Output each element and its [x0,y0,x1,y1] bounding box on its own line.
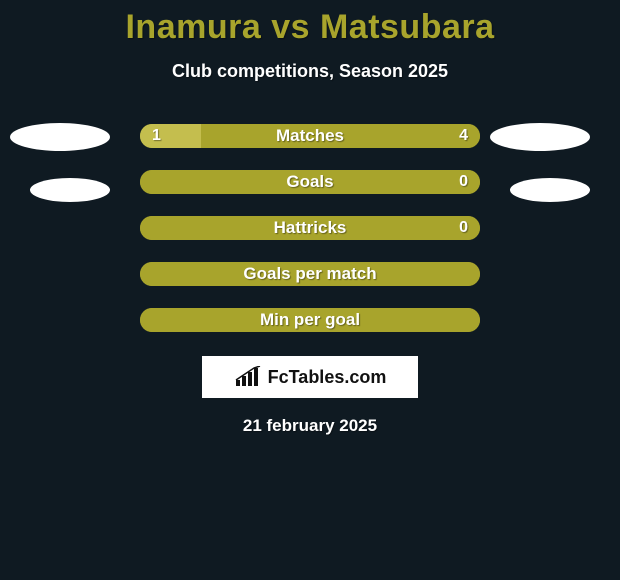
team-badge-ellipse [10,123,110,151]
page-subtitle: Club competitions, Season 2025 [0,61,620,82]
stat-bars: Matches14 Goals0 Hattricks0 Goals per match… [0,124,620,332]
team-badge-ellipse [30,178,110,202]
brand-text: FcTables.com [268,367,387,388]
team-badge-ellipse [490,123,590,151]
stat-row: Hattricks0 [140,216,480,240]
stat-row-right-fill [140,262,480,286]
stat-row-right-fill [140,216,480,240]
stat-row-right-fill [140,170,480,194]
stat-row: Matches14 [140,124,480,148]
team-badge-ellipse [510,178,590,202]
stat-row: Min per goal [140,308,480,332]
page-title: Inamura vs Matsubara [0,0,620,47]
stat-row-right-fill [201,124,480,148]
stat-row: Goals0 [140,170,480,194]
brand-badge: FcTables.com [202,356,418,398]
stat-row-left-fill [140,124,201,148]
bars-icon [234,366,262,388]
stat-row-right-fill [140,308,480,332]
footer-date: 21 february 2025 [0,416,620,436]
comparison-chart: Inamura vs Matsubara Club competitions, … [0,0,620,580]
stat-row: Goals per match [140,262,480,286]
